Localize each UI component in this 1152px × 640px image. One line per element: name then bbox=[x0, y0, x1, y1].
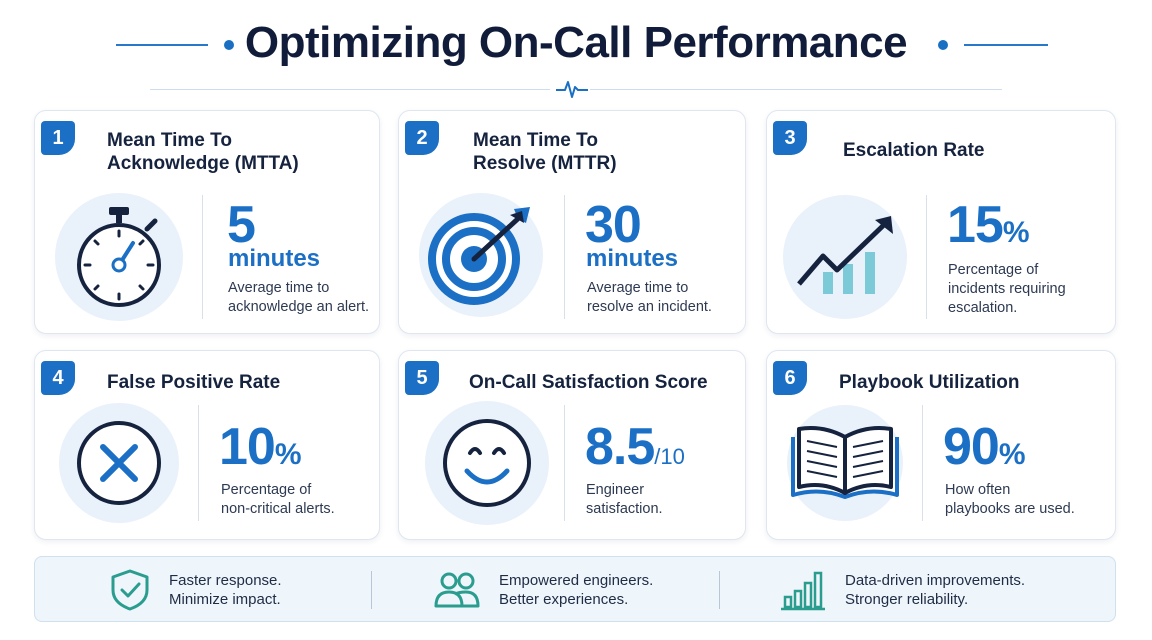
x-circle-icon bbox=[77, 421, 161, 505]
metric-description: How often playbooks are used. bbox=[945, 482, 1075, 517]
subtitle-rule-left bbox=[150, 89, 550, 90]
footer-divider bbox=[719, 571, 720, 609]
card-title: Mean Time To Acknowledge (MTTA) bbox=[107, 130, 299, 174]
card-title: Playbook Utilization bbox=[839, 372, 1020, 393]
target-icon bbox=[428, 207, 530, 305]
icon-badge bbox=[55, 193, 183, 321]
metric-value: 8.5/10 bbox=[585, 418, 685, 476]
book-icon bbox=[791, 426, 899, 499]
footer-divider bbox=[371, 571, 372, 609]
title-dot-left bbox=[224, 40, 234, 50]
metric-unit: minutes bbox=[228, 245, 321, 272]
metric-value: 5 bbox=[227, 196, 256, 254]
card-divider bbox=[198, 405, 199, 521]
card-title: Mean Time To Resolve (MTTR) bbox=[473, 130, 617, 174]
metric-description: Engineer satisfaction. bbox=[586, 482, 663, 517]
card-divider bbox=[922, 405, 923, 521]
card-number-badge: 4 bbox=[41, 361, 75, 395]
metric-description: Percentage of incidents requiring escalati… bbox=[948, 262, 1066, 316]
trend-up-icon bbox=[797, 216, 893, 294]
metric-card-mttr: 2 Mean Time To Resolve (MTTR) 30 minutes … bbox=[398, 110, 746, 334]
metric-description: Average time to resolve an incident. bbox=[587, 280, 712, 315]
card-divider bbox=[564, 195, 565, 319]
metric-card-playbook: 6 Playbook Utilization 90% How often play… bbox=[766, 350, 1116, 540]
metric-description: Percentage of non-critical alerts. bbox=[221, 482, 335, 517]
card-number-badge: 1 bbox=[41, 121, 75, 155]
title-rule-right bbox=[964, 44, 1048, 46]
benefit-text: Empowered engineers. Better experiences. bbox=[499, 572, 654, 608]
card-number-badge: 5 bbox=[405, 361, 439, 395]
metric-card-false-positive: 4 False Positive Rate 10% Percentage of n… bbox=[34, 350, 380, 540]
benefit-item: Faster response. Minimize impact. bbox=[109, 557, 282, 623]
icon-badge bbox=[59, 403, 179, 523]
icon-badge bbox=[783, 195, 907, 319]
people-icon bbox=[434, 572, 480, 608]
shield-check-icon bbox=[111, 569, 149, 611]
card-number-badge: 3 bbox=[773, 121, 807, 155]
metric-value: 30 bbox=[585, 196, 642, 254]
icon-badge bbox=[425, 401, 549, 525]
card-divider bbox=[202, 195, 203, 319]
metric-value: 90% bbox=[943, 418, 1026, 476]
subtitle-rule-right bbox=[590, 89, 1002, 90]
header: Optimizing On-Call Performance bbox=[0, 0, 1152, 110]
benefit-item: Data-driven improvements. Stronger reliab… bbox=[779, 557, 1025, 623]
benefit-item: Empowered engineers. Better experiences. bbox=[433, 557, 653, 623]
title-dot-right bbox=[938, 40, 948, 50]
benefit-text: Data-driven improvements. Stronger reliab… bbox=[845, 572, 1026, 608]
card-number-badge: 6 bbox=[773, 361, 807, 395]
page-title: Optimizing On-Call Performance bbox=[244, 18, 908, 67]
card-divider bbox=[926, 195, 927, 319]
card-title: Escalation Rate bbox=[843, 140, 985, 161]
benefits-footer: Faster response. Minimize impact. Empower… bbox=[34, 556, 1116, 622]
icon-badge bbox=[787, 405, 903, 521]
card-title: On-Call Satisfaction Score bbox=[469, 372, 708, 393]
metric-card-mtta: 1 Mean Time To Acknowledge (MTTA) 5 minut… bbox=[34, 110, 380, 334]
title-rule-left bbox=[116, 44, 208, 46]
icon-badge bbox=[419, 193, 543, 317]
metric-value: 15% bbox=[947, 196, 1030, 254]
metric-card-escalation: 3 Escalation Rate 15% Percentage of incid… bbox=[766, 110, 1116, 334]
bar-chart-icon bbox=[781, 571, 825, 611]
metric-card-satisfaction: 5 On-Call Satisfaction Score 8.5/10 Engi… bbox=[398, 350, 746, 540]
benefit-text: Faster response. Minimize impact. bbox=[169, 572, 282, 608]
stopwatch-icon bbox=[77, 207, 161, 307]
smiley-icon bbox=[443, 419, 531, 507]
card-divider bbox=[564, 405, 565, 521]
metric-description: Average time to acknowledge an alert. bbox=[228, 280, 370, 315]
card-title: False Positive Rate bbox=[107, 372, 281, 393]
card-number-badge: 2 bbox=[405, 121, 439, 155]
metric-unit: minutes bbox=[586, 245, 679, 272]
metric-value: 10% bbox=[219, 418, 302, 476]
heartbeat-icon bbox=[556, 81, 588, 98]
